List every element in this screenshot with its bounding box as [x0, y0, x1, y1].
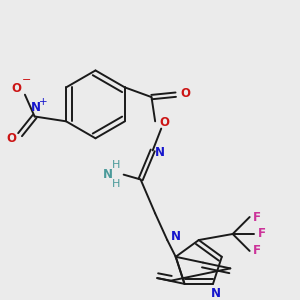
Text: F: F	[253, 244, 261, 257]
Text: H: H	[112, 160, 121, 170]
Text: O: O	[160, 116, 170, 129]
Text: −: −	[21, 75, 31, 85]
Text: O: O	[11, 82, 21, 95]
Text: N: N	[171, 230, 181, 243]
Text: N: N	[210, 287, 220, 300]
Text: F: F	[258, 227, 266, 241]
Text: H: H	[112, 179, 121, 189]
Text: N: N	[31, 101, 41, 115]
Text: O: O	[7, 132, 16, 145]
Text: O: O	[180, 87, 190, 100]
Text: N: N	[155, 146, 165, 159]
Text: +: +	[39, 97, 47, 107]
Text: N: N	[103, 168, 113, 181]
Text: F: F	[253, 211, 261, 224]
